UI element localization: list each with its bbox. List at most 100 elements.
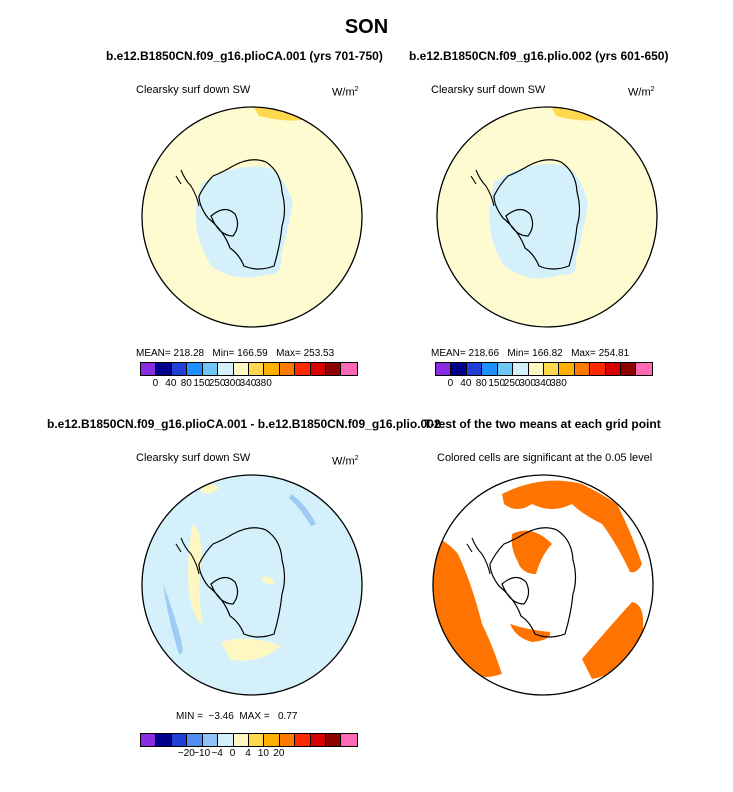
panel3-stats: MIN = −3.46 MAX = 0.77 — [176, 711, 298, 722]
colorbar-tick-label: 340 — [534, 378, 552, 389]
colorbar-tick-label: 0 — [152, 378, 159, 389]
colorbar-tick-label: 300 — [519, 378, 536, 389]
panel4-antarctica-coast — [489, 527, 577, 638]
panel4-significant-region-north — [502, 480, 642, 573]
colorbar-swatch — [202, 734, 219, 746]
panel2-colorbar — [435, 362, 653, 376]
panel3-positive-patch — [188, 524, 203, 624]
colorbar-swatch — [590, 363, 606, 375]
panel1-stats: MEAN= 218.28 Min= 166.59 Max= 253.53 — [136, 348, 335, 359]
colorbar-swatch — [187, 734, 203, 746]
colorbar-swatch — [279, 363, 296, 375]
colorbar-swatch — [279, 734, 296, 746]
panel2-ice-zone — [489, 164, 588, 279]
colorbar-swatch — [171, 734, 188, 746]
colorbar-swatch — [218, 734, 234, 746]
colorbar-swatch — [187, 363, 203, 375]
panel4-significant-region-south — [510, 624, 551, 642]
colorbar-swatch — [233, 734, 249, 746]
panel1-peninsula-coast — [175, 169, 200, 207]
colorbar-swatch — [326, 363, 342, 375]
colorbar-swatch — [559, 363, 575, 375]
colorbar-tick-label: 40 — [165, 378, 177, 389]
colorbar-swatch — [141, 734, 157, 746]
panel3-colorbar-ticks: −20 −10 −4 0 4 10 20 — [140, 748, 356, 760]
panel2-peninsula-coast — [470, 169, 495, 207]
colorbar-tick-label: 250 — [503, 378, 521, 389]
colorbar-tick-label: 40 — [460, 378, 472, 389]
colorbar-tick-label: 250 — [208, 378, 226, 389]
panel3-positive-patch-3 — [201, 484, 219, 494]
colorbar-tick-label: 380 — [550, 378, 567, 389]
colorbar-swatch — [466, 363, 483, 375]
panel4-significant-region-west — [433, 534, 502, 678]
colorbar-swatch — [218, 363, 234, 375]
colorbar-swatch — [156, 734, 172, 746]
colorbar-swatch — [528, 363, 544, 375]
panel1-map — [141, 106, 363, 328]
colorbar-swatch — [574, 363, 591, 375]
colorbar-swatch — [636, 363, 652, 375]
colorbar-swatch — [341, 363, 357, 375]
colorbar-tick-label: 150 — [193, 378, 211, 389]
figure-title: SON — [344, 16, 389, 38]
colorbar-swatch — [513, 363, 529, 375]
colorbar-swatch — [141, 363, 157, 375]
panel3-negative-patch-2 — [289, 494, 316, 526]
colorbar-swatch — [497, 363, 514, 375]
panel2-map — [436, 106, 658, 328]
panel2-antarctica-coast — [493, 159, 581, 270]
colorbar-swatch — [341, 734, 357, 746]
colorbar-swatch — [326, 734, 342, 746]
panel3-antarctica-coast — [198, 527, 286, 638]
colorbar-tick-label: −20 — [177, 748, 195, 759]
colorbar-swatch — [233, 363, 249, 375]
panel3-colorbar — [140, 733, 358, 747]
panel1-units: W/m2 — [332, 86, 359, 99]
panel1-variable-label: Clearsky surf down SW — [136, 84, 251, 96]
colorbar-tick-label: 10 — [257, 748, 269, 759]
panel3-title: b.e12.B1850CN.f09_g16.plioCA.001 - b.e12… — [47, 417, 441, 431]
panel3-units: W/m2 — [332, 455, 359, 468]
colorbar-tick-label: 80 — [475, 378, 487, 389]
colorbar-swatch — [621, 363, 637, 375]
colorbar-swatch — [264, 734, 280, 746]
colorbar-swatch — [171, 363, 188, 375]
colorbar-tick-label: 0 — [229, 748, 236, 759]
colorbar-swatch — [605, 363, 622, 375]
colorbar-tick-label: 380 — [255, 378, 272, 389]
colorbar-swatch — [156, 363, 172, 375]
panel2-stats: MEAN= 218.66 Min= 166.82 Max= 254.81 — [431, 348, 630, 359]
colorbar-swatch — [451, 363, 467, 375]
colorbar-tick-label: 4 — [245, 748, 251, 759]
panel4-significant-region-east — [582, 602, 644, 679]
colorbar-tick-label: 80 — [180, 378, 192, 389]
panel4-variable-label: Colored cells are significant at the 0.0… — [437, 452, 653, 464]
panel3-variable-label: Clearsky surf down SW — [136, 452, 251, 464]
panel1-colorbar — [140, 362, 358, 376]
colorbar-tick-label: 0 — [447, 378, 454, 389]
panel4-peninsula-coast — [466, 537, 491, 575]
colorbar-swatch — [482, 363, 498, 375]
panel2-title: b.e12.B1850CN.f09_g16.plio.002 (yrs 601-… — [409, 49, 669, 63]
colorbar-swatch — [295, 363, 311, 375]
colorbar-tick-label: 340 — [239, 378, 257, 389]
colorbar-tick-label: −4 — [211, 748, 223, 759]
panel3-positive-patch-2 — [221, 638, 281, 661]
colorbar-swatch — [436, 363, 452, 375]
panel2-units: W/m2 — [628, 86, 655, 99]
colorbar-tick-label: 150 — [488, 378, 506, 389]
colorbar-swatch — [543, 363, 560, 375]
panel2-variable-label: Clearsky surf down SW — [431, 84, 546, 96]
colorbar-swatch — [310, 734, 327, 746]
colorbar-swatch — [202, 363, 219, 375]
panel4-map — [432, 474, 654, 696]
panel3-peninsula-coast — [175, 537, 200, 575]
panel2-colorbar-ticks: 0 40 80 150 250 300 340 380 — [435, 378, 651, 390]
colorbar-tick-label: −10 — [193, 748, 211, 759]
colorbar-swatch — [264, 363, 280, 375]
panel4-significant-region-center — [511, 530, 552, 574]
panel1-ice-zone — [195, 166, 293, 278]
colorbar-swatch — [248, 734, 265, 746]
colorbar-swatch — [295, 734, 311, 746]
